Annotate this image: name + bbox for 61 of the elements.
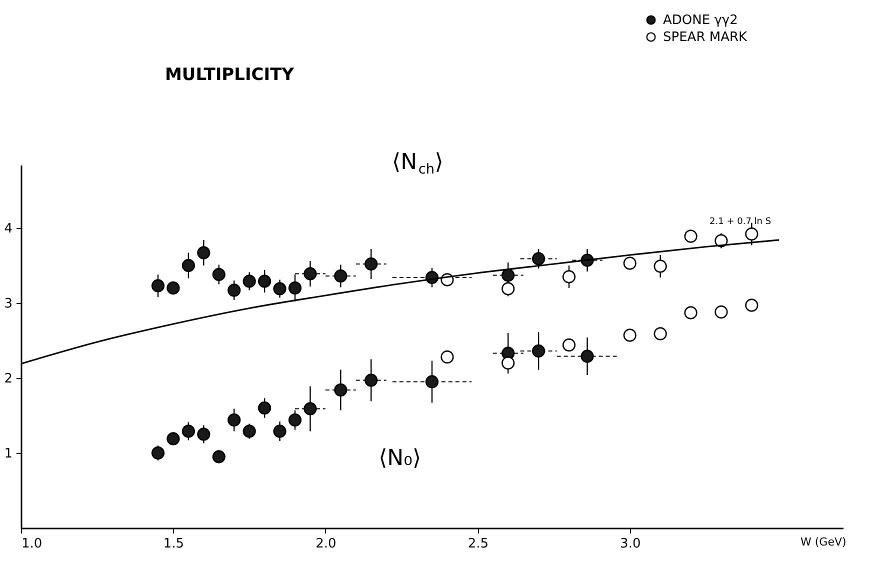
y-tick-label: 4 — [4, 222, 12, 236]
point — [151, 446, 165, 460]
point — [228, 284, 241, 297]
point — [151, 279, 165, 292]
x-tick-label: 3.0 — [620, 536, 641, 552]
point — [304, 267, 317, 280]
point — [562, 270, 576, 284]
point — [273, 282, 286, 296]
point — [258, 274, 272, 288]
point — [242, 424, 256, 438]
point — [212, 450, 226, 464]
point — [334, 383, 348, 397]
annotation: 2.1 + 0.7 ln S — [710, 217, 772, 227]
point — [334, 269, 348, 283]
point — [654, 327, 667, 340]
point — [745, 227, 758, 241]
y-tick-label: 2 — [4, 372, 12, 386]
point — [425, 375, 439, 388]
y-tick-label: 3 — [4, 296, 12, 312]
point — [532, 344, 546, 358]
point — [212, 268, 226, 282]
chart-title: MULTIPLICITY — [165, 65, 295, 85]
point — [502, 282, 515, 296]
legend-label: SPEAR MARK — [663, 30, 748, 45]
point — [580, 350, 594, 363]
point — [304, 402, 317, 416]
point — [197, 246, 210, 260]
x-tick-label: 2.5 — [468, 536, 489, 552]
point — [288, 413, 302, 427]
point — [242, 274, 256, 288]
point — [440, 350, 454, 364]
point — [288, 281, 302, 295]
point — [228, 413, 241, 427]
point — [166, 281, 180, 295]
point — [623, 256, 636, 270]
point — [258, 401, 272, 415]
point — [197, 428, 210, 441]
point — [532, 252, 546, 266]
point — [502, 268, 515, 282]
point — [364, 257, 378, 271]
point — [364, 374, 378, 387]
point — [182, 424, 196, 438]
point — [684, 230, 698, 243]
point — [714, 234, 728, 248]
point — [684, 306, 698, 320]
x-tick-label: 2.0 — [316, 536, 336, 552]
point — [562, 338, 576, 352]
point — [182, 258, 196, 272]
x-tick-label: 1.0 — [22, 536, 42, 552]
point — [745, 298, 758, 312]
y-tick-label: 1 — [4, 446, 12, 462]
annotation: ⟨N₀⟩ — [378, 446, 422, 471]
legend-label: ADONE γγ2 — [663, 13, 738, 28]
point — [502, 356, 515, 370]
point — [714, 305, 728, 319]
point — [273, 424, 286, 438]
point — [654, 260, 667, 273]
x-tick-label: 1.5 — [163, 536, 184, 552]
x-axis-title: W (GeV) — [800, 536, 846, 548]
point — [623, 328, 636, 342]
point — [166, 432, 180, 446]
